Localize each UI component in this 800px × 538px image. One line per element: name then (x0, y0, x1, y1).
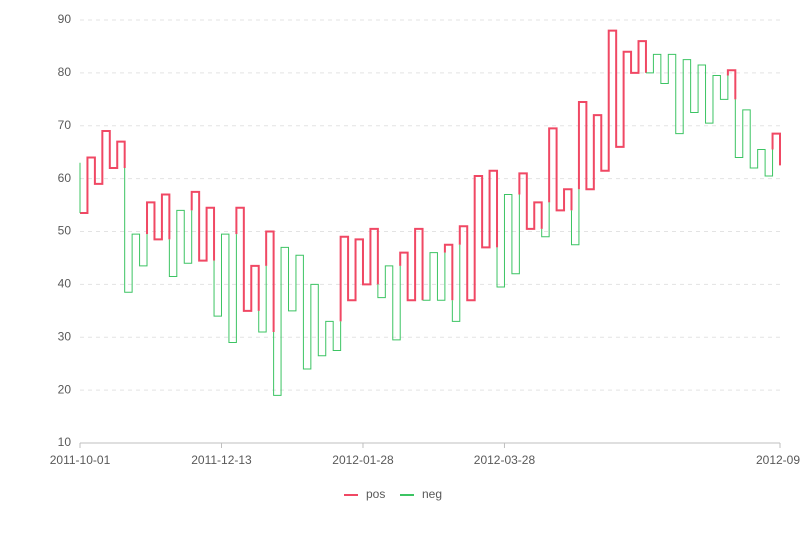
step-line (458, 169, 499, 302)
x-tick-label: 2011-10-01 (50, 453, 111, 467)
step-line (541, 202, 550, 238)
step-line (190, 190, 216, 262)
y-tick-label: 10 (58, 435, 72, 449)
step-line (168, 209, 193, 277)
y-tick-label: 60 (58, 171, 72, 185)
step-line (124, 168, 148, 293)
step-line (443, 243, 454, 301)
step-line (339, 227, 379, 322)
step-line (258, 265, 267, 333)
step-line (146, 193, 171, 241)
x-tick-label: 2012-03-28 (474, 453, 536, 467)
legend-label: pos (366, 487, 385, 501)
step-line (645, 53, 729, 135)
step-line (273, 246, 342, 396)
step-line (518, 172, 543, 230)
x-tick-label: 2012-09- (756, 453, 800, 467)
step-line (422, 252, 446, 301)
y-tick-label: 20 (58, 382, 72, 396)
y-tick-label: 50 (58, 224, 72, 238)
y-tick-label: 70 (58, 118, 72, 132)
step-line (399, 227, 424, 302)
y-tick-label: 90 (58, 12, 72, 26)
step-line (451, 244, 461, 322)
step-line (213, 233, 237, 344)
step-line (235, 206, 260, 312)
step-line (377, 265, 401, 341)
x-tick-label: 2012-01-28 (332, 453, 394, 467)
x-tick-label: 2011-12-13 (191, 453, 252, 467)
legend-label: neg (422, 487, 442, 501)
y-tick-label: 30 (58, 329, 72, 343)
y-tick-label: 80 (58, 65, 72, 79)
step-line (771, 132, 781, 166)
y-tick-label: 40 (58, 277, 72, 291)
step-line (265, 230, 275, 332)
step-line (80, 130, 126, 214)
step-line (577, 29, 647, 191)
step-line (734, 99, 774, 177)
step-line (570, 189, 580, 246)
step-line (548, 127, 573, 212)
step-line (726, 69, 737, 100)
step-line (496, 193, 520, 288)
